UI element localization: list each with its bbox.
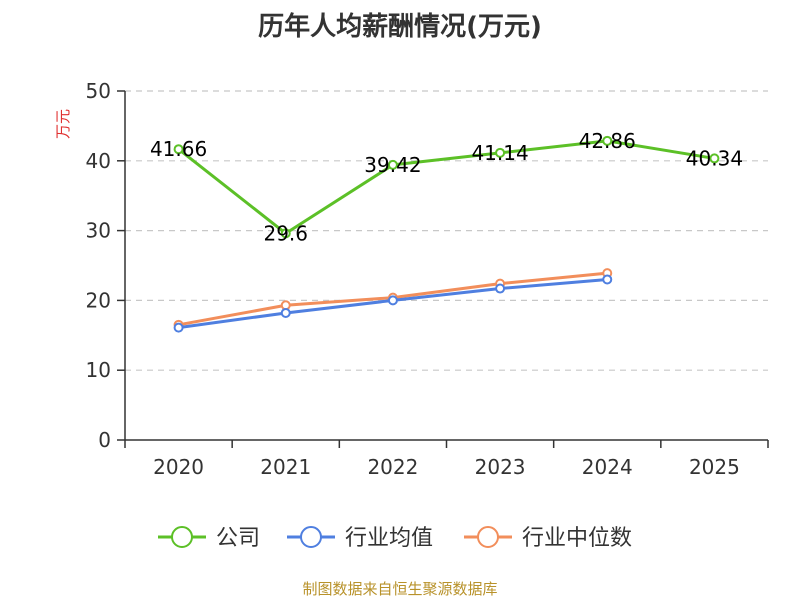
chart-title: 历年人均薪酬情况(万元) xyxy=(258,12,542,42)
x-tick-label: 2025 xyxy=(689,455,740,479)
legend-item[interactable]: 公司 xyxy=(158,526,260,551)
data-point xyxy=(495,283,506,294)
data-point xyxy=(173,322,184,333)
data-label: 42.86 xyxy=(579,129,636,153)
data-label: 40.34 xyxy=(686,146,743,170)
data-label: 29.6 xyxy=(263,221,308,245)
x-tick-label: 2024 xyxy=(582,455,633,479)
y-tick-label: 40 xyxy=(86,149,111,173)
y-tick-label: 10 xyxy=(86,358,111,382)
data-point xyxy=(602,135,613,146)
y-tick-label: 20 xyxy=(86,288,111,312)
y-tick-label: 30 xyxy=(86,219,111,243)
legend-marker xyxy=(300,526,322,548)
y-axis-label: 万元 xyxy=(54,109,72,139)
series-lines xyxy=(173,135,720,333)
legend-label: 公司 xyxy=(216,526,260,551)
data-point xyxy=(280,228,291,239)
y-tick-label: 0 xyxy=(98,428,111,452)
source-note: 制图数据来自恒生聚源数据库 xyxy=(302,580,498,598)
data-label: 41.66 xyxy=(150,137,207,161)
data-point xyxy=(495,147,506,158)
legend-marker xyxy=(477,526,499,548)
data-label: 39.42 xyxy=(364,153,421,177)
y-tick-label: 50 xyxy=(86,79,111,103)
legend-label: 行业中位数 xyxy=(522,526,632,551)
axes: 0 10 20 30 40 50 2020 2021 2022 2023 2024 2025 万元 xyxy=(54,79,769,479)
x-tick-label: 2022 xyxy=(367,455,418,479)
series-line xyxy=(177,139,715,235)
data-point xyxy=(602,274,613,285)
data-label: 41.14 xyxy=(471,141,528,165)
x-tick-label: 2020 xyxy=(153,455,204,479)
legend[interactable]: 公司 行业均值 行业中位数 xyxy=(158,526,632,551)
data-labels: 41.66 29.6 39.42 41.14 42.86 40.34 xyxy=(150,129,743,246)
legend-item[interactable]: 行业均值 xyxy=(287,526,433,551)
data-point xyxy=(387,159,398,170)
x-tick-label: 2021 xyxy=(260,455,311,479)
legend-item[interactable]: 行业中位数 xyxy=(464,526,632,551)
data-point xyxy=(173,144,184,155)
legend-label: 行业均值 xyxy=(345,526,433,551)
data-point xyxy=(387,295,398,306)
legend-marker xyxy=(171,526,193,548)
data-point xyxy=(709,153,720,164)
data-point xyxy=(280,307,291,318)
x-tick-label: 2023 xyxy=(475,455,526,479)
grid-lines xyxy=(125,90,768,371)
